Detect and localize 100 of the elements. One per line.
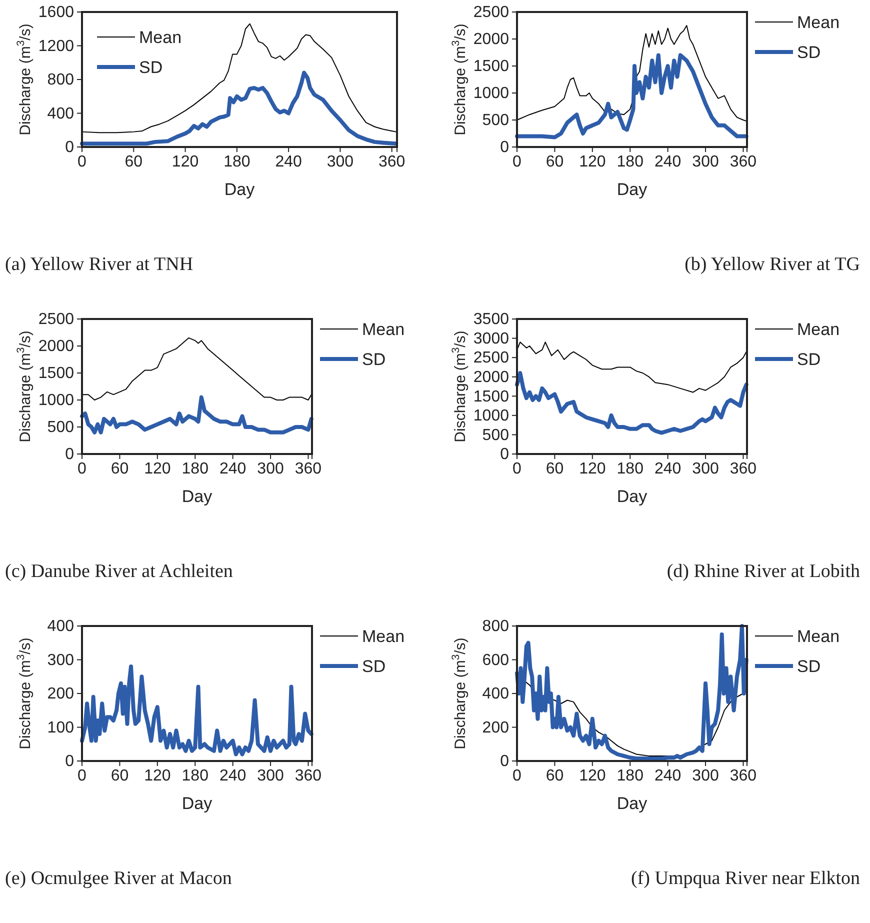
x-tick-label: 300: [692, 460, 719, 478]
legend-label: Mean: [797, 627, 840, 646]
x-axis-title: Day: [182, 487, 213, 506]
x-tick-label: 240: [654, 767, 682, 784]
legend-label: SD: [362, 657, 386, 676]
x-tick-label: 0: [512, 767, 522, 784]
y-tick-label: 1200: [38, 38, 74, 55]
y-tick-label: 1000: [473, 408, 510, 425]
y-tick-label: 1500: [473, 58, 510, 76]
x-tick-label: 0: [78, 767, 87, 784]
x-tick-label: 60: [110, 767, 129, 784]
y-tick-label: 0: [500, 446, 510, 464]
y-tick-label: 1500: [473, 388, 510, 406]
legend-label: Mean: [362, 320, 405, 339]
y-tick-label: 2500: [473, 350, 510, 367]
x-tick-label: 180: [616, 153, 644, 170]
y-tick-label: 0: [500, 139, 510, 156]
x-tick-label: 360: [378, 153, 406, 170]
x-axis-title: Day: [616, 487, 648, 506]
x-tick-label: 120: [172, 153, 199, 170]
x-tick-label: 120: [579, 153, 606, 170]
y-tick-label: 500: [482, 112, 510, 130]
legend-label: SD: [362, 350, 386, 369]
x-tick-label: 120: [144, 767, 171, 784]
y-tick-label: 300: [47, 652, 74, 669]
line-series: [515, 53, 748, 140]
y-tick-label: 2000: [473, 31, 510, 48]
y-tick-label: 100: [47, 719, 74, 736]
line-series: [80, 395, 314, 434]
y-tick-label: 2500: [473, 4, 510, 22]
x-tick-label: 120: [579, 767, 606, 784]
text: (f) Umpqua River near Elkton: [631, 868, 860, 889]
y-tick-label: 2500: [38, 311, 74, 328]
legend-label: SD: [797, 43, 821, 62]
text: (c) Danube River at Achleiten: [5, 561, 234, 582]
x-tick-label: 300: [692, 153, 719, 170]
y-tick-label: 0: [65, 446, 74, 464]
x-tick-label: 180: [616, 767, 644, 784]
x-tick-label: 240: [219, 460, 246, 478]
x-tick-label: 240: [219, 767, 246, 784]
text: (e) Ocmulgee River at Macon: [5, 868, 232, 889]
y-tick-label: 2000: [473, 368, 510, 386]
x-tick-label: 360: [294, 767, 322, 784]
x-tick-label: 60: [110, 460, 129, 478]
x-tick-label: 120: [579, 460, 606, 478]
legend-label: SD: [139, 58, 163, 77]
x-tick-label: 180: [616, 460, 644, 478]
y-tick-label: 2000: [38, 338, 74, 356]
line-series: [82, 23, 397, 134]
x-tick-label: 120: [144, 460, 171, 478]
legend-label: SD: [797, 350, 821, 369]
y-tick-label: 1600: [38, 4, 74, 22]
y-tick-label: 0: [65, 139, 74, 156]
line-series: [80, 664, 314, 756]
x-axis-title: Day: [224, 180, 256, 199]
x-tick-label: 0: [78, 153, 87, 170]
line-series: [515, 371, 748, 435]
y-tick-label: 0: [500, 753, 510, 770]
x-tick-label: 300: [257, 767, 284, 784]
x-tick-label: 60: [546, 767, 564, 784]
line-series: [516, 25, 747, 122]
legend-label: Mean: [139, 28, 182, 47]
y-tick-label: 3000: [473, 330, 510, 348]
text: (d) Rhine River at Lobith: [666, 561, 860, 582]
y-tick-label: 400: [47, 105, 74, 122]
x-tick-label: 0: [512, 460, 522, 478]
legend-label: Mean: [797, 13, 840, 32]
x-tick-label: 180: [182, 460, 209, 478]
y-tick-label: 200: [47, 686, 74, 703]
y-tick-label: 1000: [38, 392, 74, 410]
line-series: [82, 337, 312, 400]
y-tick-label: 3500: [473, 311, 510, 328]
x-tick-label: 300: [326, 153, 354, 170]
x-tick-label: 0: [512, 153, 522, 170]
x-axis-title: Day: [182, 794, 213, 813]
x-tick-label: 60: [546, 460, 564, 478]
x-tick-label: 300: [257, 460, 284, 478]
line-series: [516, 342, 747, 393]
x-tick-label: 360: [730, 153, 757, 170]
y-tick-label: 500: [47, 419, 74, 436]
x-tick-label: 360: [730, 460, 757, 478]
x-tick-label: 240: [654, 460, 682, 478]
x-tick-label: 360: [294, 460, 322, 478]
legend-label: Mean: [362, 627, 405, 646]
x-axis-title: Day: [616, 794, 648, 813]
x-tick-label: 360: [730, 767, 757, 784]
y-tick-label: 600: [482, 652, 510, 669]
y-tick-label: 200: [482, 719, 510, 736]
x-tick-label: 0: [78, 460, 87, 478]
y-tick-label: 0: [65, 753, 74, 770]
x-tick-label: 60: [546, 153, 564, 170]
text: (a) Yellow River at TNH: [5, 254, 194, 275]
y-tick-label: 400: [47, 618, 74, 636]
x-tick-label: 60: [124, 153, 143, 170]
y-tick-label: 800: [47, 72, 74, 89]
y-tick-label: 1500: [38, 365, 74, 382]
legend-label: Mean: [797, 320, 840, 339]
y-tick-label: 400: [482, 686, 510, 703]
x-tick-label: 180: [224, 153, 250, 170]
x-axis-title: Day: [616, 180, 648, 199]
